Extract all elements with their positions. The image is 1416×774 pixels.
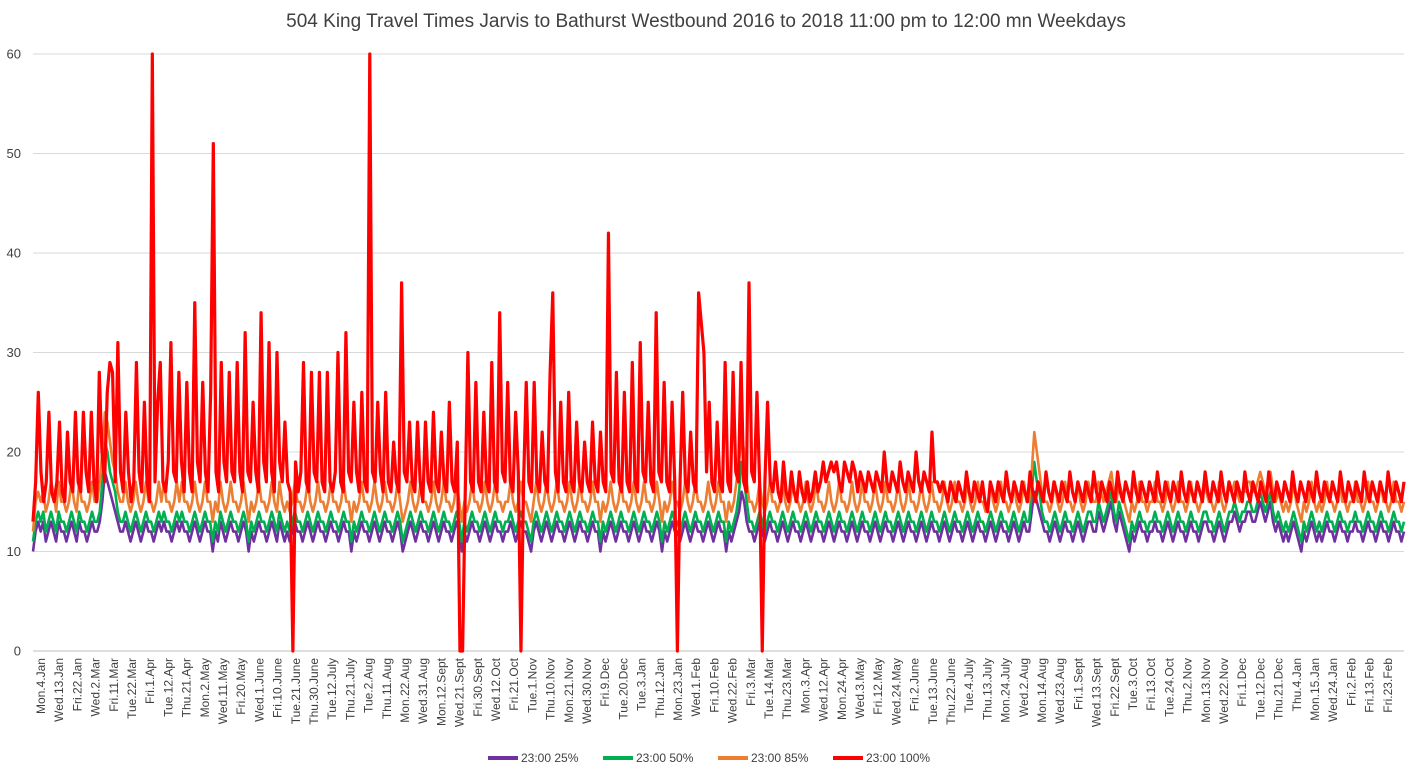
x-tick-label: Thu.11.Aug bbox=[380, 658, 394, 719]
x-tick-label: Mon.12.Sept bbox=[434, 657, 448, 726]
x-tick-label: Thu.10.Nov bbox=[544, 658, 558, 720]
x-tick-label: Thu.13.July bbox=[980, 658, 994, 720]
x-tick-label: Mon.24.July bbox=[999, 658, 1013, 723]
x-tick-label: Wed.22.Feb bbox=[726, 658, 740, 723]
y-tick-label: 40 bbox=[7, 246, 21, 261]
y-tick-label: 60 bbox=[7, 47, 21, 62]
x-tick-label: Tue.12.July bbox=[325, 658, 339, 720]
x-tick-label: Tue.21.June bbox=[289, 658, 303, 725]
x-tick-label: Wed.23.Aug bbox=[1053, 658, 1067, 724]
x-tick-label: Wed.22.Nov bbox=[1217, 658, 1231, 724]
x-axis-ticks: Mon.4.Jan Wed.13.Jan Fri.22.Jan Wed.2.Mar Fr… bbox=[34, 657, 1395, 727]
series-lines bbox=[31, 52, 1406, 653]
x-tick-label: Tue.1.Nov bbox=[525, 658, 539, 713]
y-tick-label: 20 bbox=[7, 445, 21, 460]
x-tick-label: Fri.20.May bbox=[234, 658, 248, 715]
x-tick-label: Wed.1.Feb bbox=[689, 658, 703, 717]
legend: 23:00 25% 23:00 50% 23:00 85% 23:00 100% bbox=[488, 751, 930, 765]
x-tick-label: Fri.22.Sept bbox=[1108, 657, 1122, 716]
x-tick-label: Fri.9.Dec bbox=[598, 658, 612, 707]
x-tick-label: Fri.2.June bbox=[908, 658, 922, 712]
x-tick-label: Thu.21.Dec bbox=[1272, 658, 1286, 720]
x-tick-label: Wed.2.Aug bbox=[1017, 658, 1031, 717]
x-tick-label: Tue.2.Aug bbox=[362, 658, 376, 713]
legend-label: 23:00 50% bbox=[636, 751, 694, 765]
x-tick-label: Fri.12.May bbox=[871, 658, 885, 715]
x-tick-label: Fri.1.Dec bbox=[1235, 658, 1249, 707]
x-tick-label: Mon.24.Apr bbox=[835, 658, 849, 720]
x-tick-label: Thu.22.June bbox=[944, 658, 958, 725]
x-tick-label: Tue.22.Mar bbox=[125, 658, 139, 719]
x-tick-label: Mon.3.Apr bbox=[798, 658, 812, 713]
chart-title: 504 King Travel Times Jarvis to Bathurst… bbox=[286, 11, 1126, 32]
series-line-4 bbox=[31, 52, 1406, 653]
x-tick-label: Fri.1.Apr bbox=[143, 658, 157, 704]
x-tick-label: Wed.3.May bbox=[853, 658, 867, 718]
x-tick-label: Fri.11.Mar bbox=[107, 658, 121, 712]
x-tick-label: Thu.2.Nov bbox=[1181, 658, 1195, 713]
x-tick-label: Tue.12.Dec bbox=[1253, 658, 1267, 720]
x-tick-label: Mon.21.Nov bbox=[562, 658, 576, 723]
x-tick-label: Wed.13.Sept bbox=[1090, 657, 1104, 727]
x-tick-label: Fri.2.Feb bbox=[1344, 658, 1358, 706]
series-line-2 bbox=[31, 440, 1406, 543]
x-tick-label: Wed.2.Mar bbox=[89, 658, 103, 716]
y-tick-label: 0 bbox=[14, 644, 21, 659]
x-tick-label: Tue.24.Oct bbox=[1162, 657, 1176, 717]
x-tick-label: Fri.10.Feb bbox=[707, 658, 721, 713]
y-tick-label: 10 bbox=[7, 544, 21, 559]
x-tick-label: Tue.3.Oct bbox=[1126, 657, 1140, 710]
x-tick-label: Tue.20.Dec bbox=[616, 658, 630, 720]
x-tick-label: Tue.3.Jan bbox=[635, 658, 649, 711]
y-tick-label: 50 bbox=[7, 146, 21, 161]
x-tick-label: Fri.21.Oct bbox=[507, 657, 521, 710]
x-tick-label: Fri.23.Feb bbox=[1381, 658, 1395, 713]
x-tick-label: Wed.31.Aug bbox=[416, 658, 430, 724]
x-tick-label: Fri.10.June bbox=[271, 658, 285, 718]
x-tick-label: Mon.13.Nov bbox=[1199, 658, 1213, 723]
x-tick-label: Mon.14.Aug bbox=[1035, 658, 1049, 723]
legend-label: 23:00 85% bbox=[751, 751, 809, 765]
x-tick-label: Fri.1.Sept bbox=[1071, 657, 1085, 710]
x-tick-label: Fri.13.Oct bbox=[1144, 657, 1158, 710]
x-tick-label: Wed.1.June bbox=[252, 658, 266, 722]
x-tick-label: Tue.13.June bbox=[926, 658, 940, 725]
x-tick-label: Wed.12.Apr bbox=[817, 658, 831, 721]
x-tick-label: Fri.30.Sept bbox=[471, 657, 485, 716]
x-tick-label: Mon.23.Jan bbox=[671, 658, 685, 721]
x-tick-label: Mon.15.Jan bbox=[1308, 658, 1322, 721]
x-tick-label: Mon.2.May bbox=[198, 658, 212, 717]
y-tick-label: 30 bbox=[7, 345, 21, 360]
x-tick-label: Thu.21.July bbox=[343, 658, 357, 720]
x-tick-label: Mon.4.Jan bbox=[34, 658, 48, 714]
x-tick-label: Thu.23.Mar bbox=[780, 658, 794, 719]
x-tick-label: Fri.22.Jan bbox=[70, 658, 84, 711]
legend-label: 23:00 100% bbox=[866, 751, 930, 765]
x-tick-label: Thu.21.Apr bbox=[180, 658, 194, 717]
x-tick-label: Tue.4.July bbox=[962, 658, 976, 713]
x-tick-label: Mon.22.Aug bbox=[398, 658, 412, 723]
x-tick-label: Fri.13.Feb bbox=[1363, 658, 1377, 713]
x-tick-label: Wed.24.May bbox=[889, 658, 903, 725]
y-axis-ticks: 0 10 20 30 40 50 60 bbox=[7, 47, 21, 659]
x-tick-label: Thu.4.Jan bbox=[1290, 658, 1304, 711]
x-tick-label: Wed.21.Sept bbox=[453, 657, 467, 727]
series-line-1 bbox=[31, 470, 1406, 553]
x-tick-label: Wed.30.Nov bbox=[580, 658, 594, 724]
x-tick-label: Thu.12.Jan bbox=[653, 658, 667, 718]
x-tick-label: Tue.12.Apr bbox=[161, 658, 175, 717]
x-tick-label: Wed.13.Jan bbox=[52, 658, 66, 722]
x-tick-label: Wed.24.Jan bbox=[1326, 658, 1340, 722]
x-tick-label: Tue.14.Mar bbox=[762, 658, 776, 719]
x-tick-label: Wed.11.May bbox=[216, 658, 230, 724]
x-tick-label: Wed.12.Oct bbox=[489, 657, 503, 721]
gridlines bbox=[33, 53, 1404, 652]
legend-label: 23:00 25% bbox=[521, 751, 579, 765]
x-tick-label: Thu.30.June bbox=[307, 658, 321, 725]
x-tick-label: Fri.3.Mar bbox=[744, 658, 758, 706]
